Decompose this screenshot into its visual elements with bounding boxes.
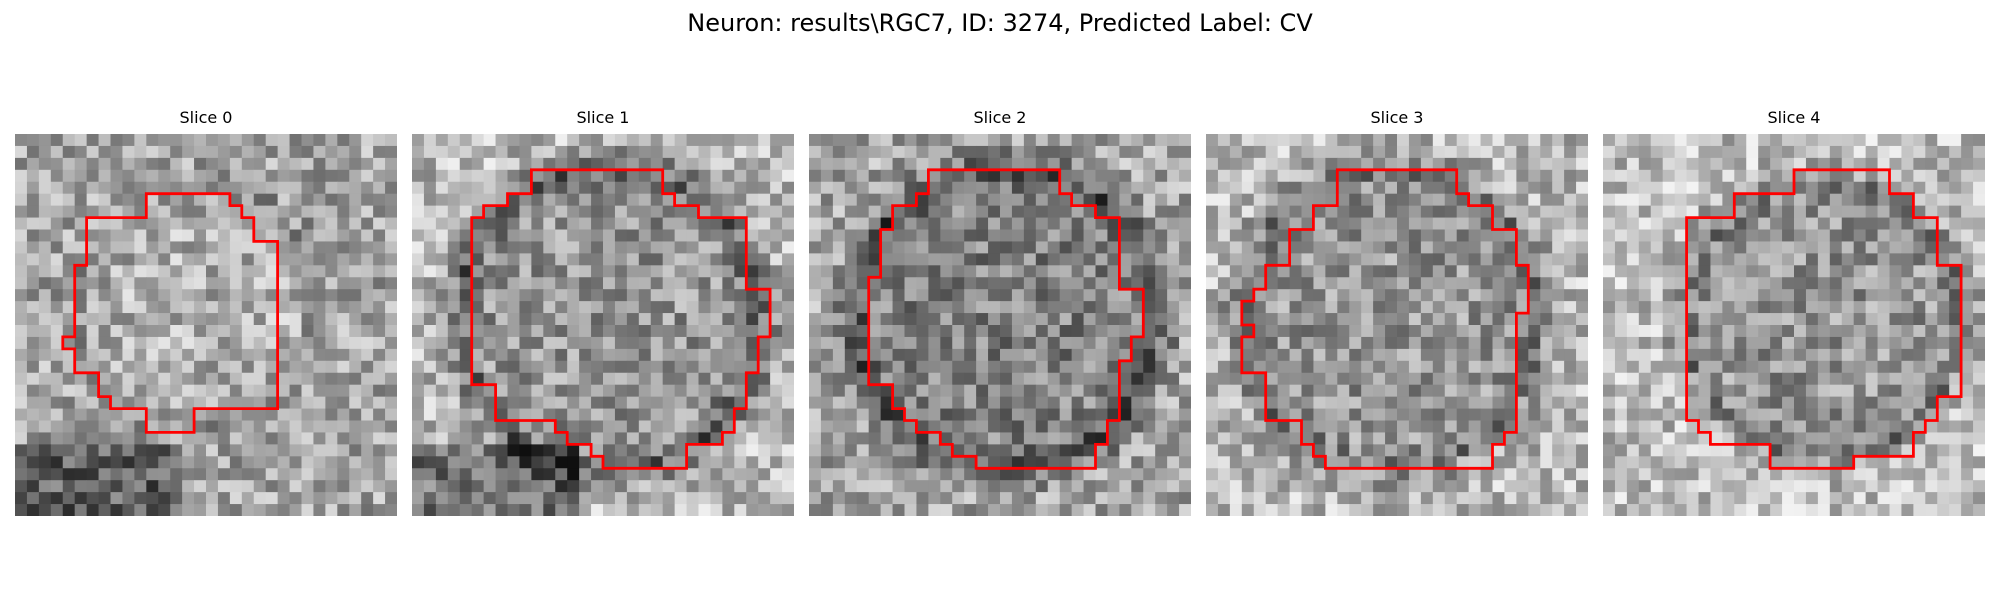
- slice-0-pixel-grid: [15, 134, 397, 516]
- slice-title-0: Slice 0: [179, 108, 233, 127]
- slice-title-3: Slice 3: [1370, 108, 1424, 127]
- slice-image-2: [809, 134, 1191, 516]
- slice-4-pixel-grid: [1603, 134, 1985, 516]
- slice-title-2: Slice 2: [973, 108, 1027, 127]
- slice-4-svg: [1603, 134, 1985, 516]
- slice-1-segmentation-outline: [470, 168, 772, 470]
- slice-title-1: Slice 1: [576, 108, 630, 127]
- slice-3-segmentation-outline: [1240, 168, 1530, 470]
- slice-title-4: Slice 4: [1767, 108, 1821, 127]
- slice-image-0: [15, 134, 397, 516]
- slice-2-segmentation-outline: [867, 168, 1145, 470]
- slice-2-svg: [809, 134, 1191, 516]
- slice-3-svg: [1206, 134, 1588, 516]
- figure-title: Neuron: results\RGC7, ID: 3274, Predicte…: [687, 9, 1313, 37]
- slice-0-segmentation-outline: [61, 192, 279, 434]
- slice-4-segmentation-outline: [1685, 168, 1963, 470]
- slice-3-pixel-grid: [1206, 134, 1588, 516]
- slice-image-1: [412, 134, 794, 516]
- slice-2-pixel-grid: [809, 134, 1191, 516]
- slice-1-svg: [412, 134, 794, 516]
- slice-image-4: [1603, 134, 1985, 516]
- slice-1-pixel-grid: [412, 134, 794, 516]
- slice-0-svg: [15, 134, 397, 516]
- slice-image-3: [1206, 134, 1588, 516]
